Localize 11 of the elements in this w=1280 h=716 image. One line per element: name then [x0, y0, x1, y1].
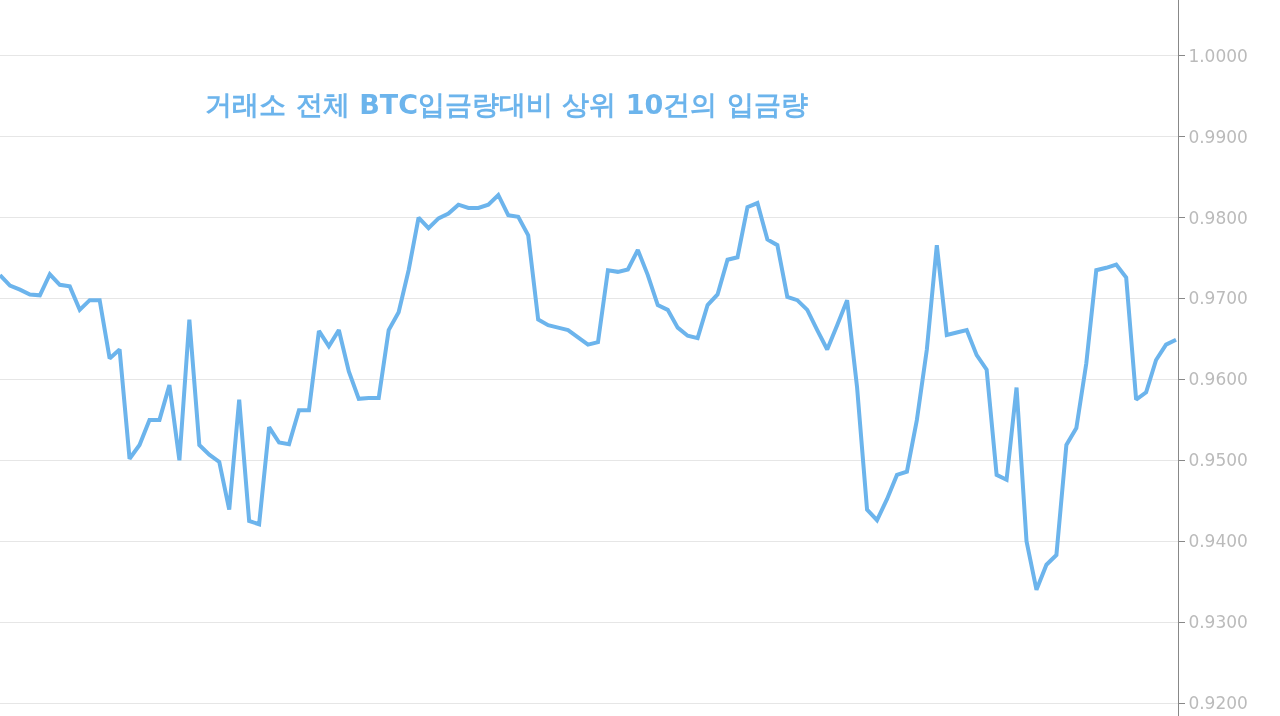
y-tick-label: 1.0000	[1188, 45, 1248, 66]
text: 거래소 전체 BTC입금량대비 상위 10건의 입금량	[205, 89, 808, 121]
line-series	[0, 192, 1178, 592]
y-tick-label: 0.9800	[1188, 207, 1248, 228]
y-tick-label: 0.9900	[1188, 126, 1248, 147]
y-tick-label: 0.9700	[1188, 288, 1248, 309]
y-tick-label: 0.9300	[1188, 612, 1248, 633]
y-tick-label: 0.9200	[1188, 693, 1248, 714]
y-tick-label: 0.9400	[1188, 531, 1248, 552]
y-tick-label: 0.9600	[1188, 369, 1248, 390]
y-tick-label: 0.9500	[1188, 450, 1248, 471]
